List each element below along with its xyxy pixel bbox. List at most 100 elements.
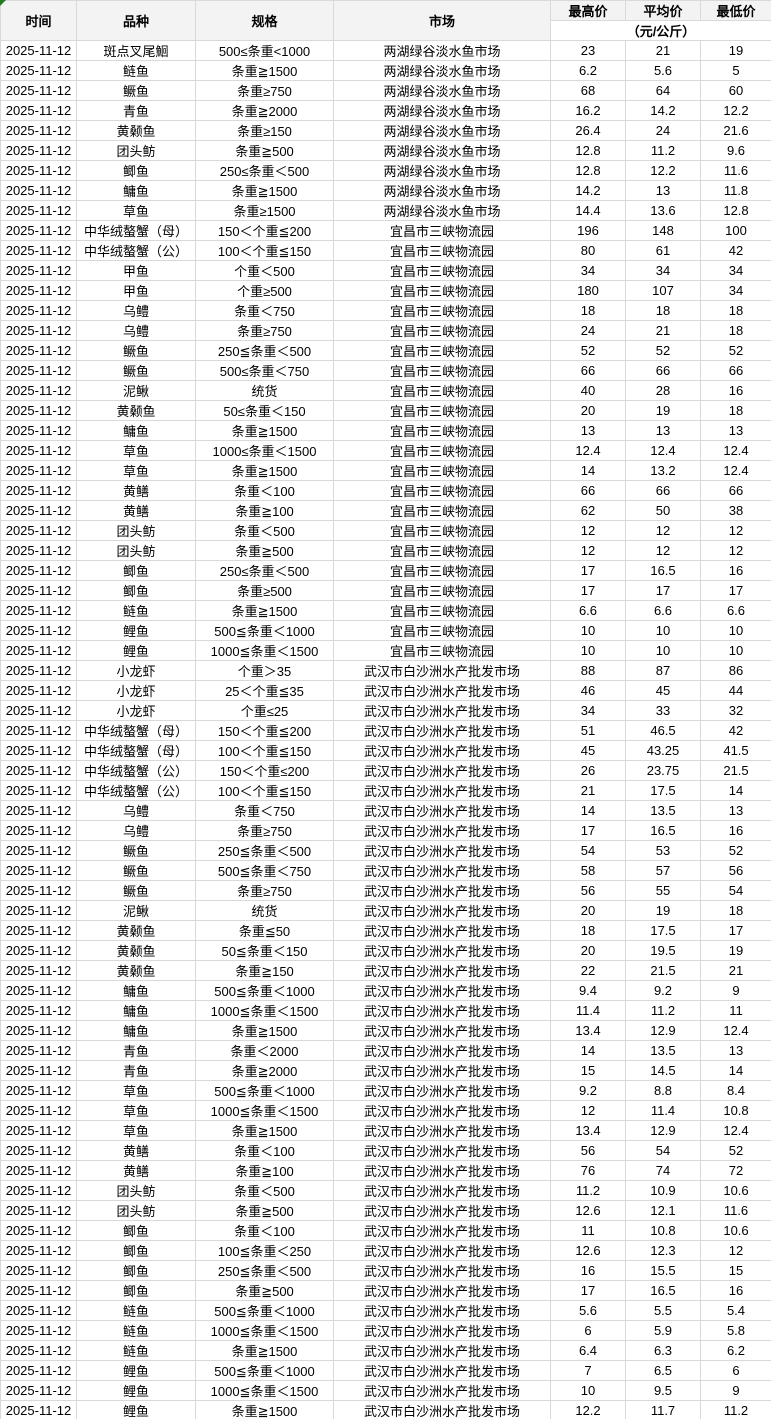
cell-date[interactable]: 2025-11-12 (0, 600, 77, 621)
cell-low[interactable]: 19 (700, 940, 771, 961)
cell-species[interactable]: 鳙鱼 (76, 420, 196, 441)
cell-high[interactable]: 10 (550, 640, 626, 661)
cell-species[interactable]: 鲢鱼 (76, 600, 196, 621)
cell-high[interactable]: 9.2 (550, 1080, 626, 1101)
cell-date[interactable]: 2025-11-12 (0, 1280, 77, 1301)
cell-avg[interactable]: 19 (625, 400, 701, 421)
cell-avg[interactable]: 107 (625, 280, 701, 301)
cell-spec[interactable]: 条重≧500 (195, 140, 334, 161)
cell-spec[interactable]: 条重≧2000 (195, 1060, 334, 1081)
cell-low[interactable]: 15 (700, 1260, 771, 1281)
cell-market[interactable]: 武汉市白沙洲水产批发市场 (333, 840, 551, 861)
cell-avg[interactable]: 19 (625, 900, 701, 921)
cell-high[interactable]: 15 (550, 1060, 626, 1081)
cell-low[interactable]: 9 (700, 980, 771, 1001)
cell-avg[interactable]: 10 (625, 640, 701, 661)
cell-low[interactable]: 66 (700, 360, 771, 381)
cell-avg[interactable]: 66 (625, 360, 701, 381)
cell-high[interactable]: 13.4 (550, 1120, 626, 1141)
cell-spec[interactable]: 个重≥500 (195, 280, 334, 301)
cell-avg[interactable]: 19.5 (625, 940, 701, 961)
cell-low[interactable]: 10.6 (700, 1180, 771, 1201)
cell-date[interactable]: 2025-11-12 (0, 60, 77, 81)
cell-low[interactable]: 100 (700, 220, 771, 241)
cell-species[interactable]: 鳜鱼 (76, 860, 196, 881)
cell-species[interactable]: 黄颡鱼 (76, 940, 196, 961)
cell-high[interactable]: 17 (550, 1280, 626, 1301)
cell-species[interactable]: 草鱼 (76, 1120, 196, 1141)
cell-market[interactable]: 武汉市白沙洲水产批发市场 (333, 1380, 551, 1401)
cell-species[interactable]: 鲫鱼 (76, 1220, 196, 1241)
cell-market[interactable]: 宜昌市三峡物流园 (333, 340, 551, 361)
cell-date[interactable]: 2025-11-12 (0, 1040, 77, 1061)
cell-market[interactable]: 宜昌市三峡物流园 (333, 320, 551, 341)
cell-low[interactable]: 9 (700, 1380, 771, 1401)
cell-date[interactable]: 2025-11-12 (0, 660, 77, 681)
cell-low[interactable]: 52 (700, 340, 771, 361)
cell-date[interactable]: 2025-11-12 (0, 980, 77, 1001)
cell-date[interactable]: 2025-11-12 (0, 100, 77, 121)
cell-spec[interactable]: 500≤条重<1000 (195, 40, 334, 61)
cell-market[interactable]: 武汉市白沙洲水产批发市场 (333, 1240, 551, 1261)
cell-spec[interactable]: 条重≥150 (195, 120, 334, 141)
cell-date[interactable]: 2025-11-12 (0, 340, 77, 361)
cell-market[interactable]: 宜昌市三峡物流园 (333, 500, 551, 521)
cell-market[interactable]: 宜昌市三峡物流园 (333, 560, 551, 581)
cell-high[interactable]: 14.4 (550, 200, 626, 221)
cell-species[interactable]: 鲢鱼 (76, 1320, 196, 1341)
cell-low[interactable]: 52 (700, 1140, 771, 1161)
cell-spec[interactable]: 1000≦条重＜1500 (195, 1380, 334, 1401)
cell-species[interactable]: 鲫鱼 (76, 580, 196, 601)
cell-spec[interactable]: 100＜个重≦150 (195, 780, 334, 801)
cell-species[interactable]: 鳜鱼 (76, 340, 196, 361)
cell-species[interactable]: 中华绒螯蟹（公） (76, 780, 196, 801)
cell-date[interactable]: 2025-11-12 (0, 1100, 77, 1121)
cell-high[interactable]: 14 (550, 800, 626, 821)
cell-market[interactable]: 武汉市白沙洲水产批发市场 (333, 1100, 551, 1121)
cell-spec[interactable]: 500≦条重＜1000 (195, 1300, 334, 1321)
cell-species[interactable]: 草鱼 (76, 200, 196, 221)
col-header-low[interactable]: 最低价 (700, 0, 771, 21)
cell-high[interactable]: 45 (550, 740, 626, 761)
cell-low[interactable]: 6.6 (700, 600, 771, 621)
cell-high[interactable]: 10 (550, 620, 626, 641)
cell-spec[interactable]: 条重≥750 (195, 320, 334, 341)
cell-species[interactable]: 乌鳢 (76, 300, 196, 321)
cell-low[interactable]: 34 (700, 260, 771, 281)
cell-high[interactable]: 68 (550, 80, 626, 101)
cell-low[interactable]: 12 (700, 520, 771, 541)
cell-low[interactable]: 16 (700, 560, 771, 581)
cell-high[interactable]: 17 (550, 820, 626, 841)
cell-avg[interactable]: 57 (625, 860, 701, 881)
cell-date[interactable]: 2025-11-12 (0, 400, 77, 421)
col-header-market[interactable]: 市场 (333, 0, 551, 41)
cell-species[interactable]: 甲鱼 (76, 260, 196, 281)
cell-low[interactable]: 52 (700, 840, 771, 861)
cell-date[interactable]: 2025-11-12 (0, 260, 77, 281)
cell-high[interactable]: 6.4 (550, 1340, 626, 1361)
cell-date[interactable]: 2025-11-12 (0, 900, 77, 921)
cell-low[interactable]: 42 (700, 720, 771, 741)
cell-market[interactable]: 武汉市白沙洲水产批发市场 (333, 700, 551, 721)
cell-market[interactable]: 宜昌市三峡物流园 (333, 400, 551, 421)
cell-avg[interactable]: 50 (625, 500, 701, 521)
cell-species[interactable]: 小龙虾 (76, 700, 196, 721)
cell-high[interactable]: 40 (550, 380, 626, 401)
cell-high[interactable]: 12.6 (550, 1240, 626, 1261)
cell-date[interactable]: 2025-11-12 (0, 1320, 77, 1341)
cell-market[interactable]: 武汉市白沙洲水产批发市场 (333, 820, 551, 841)
cell-high[interactable]: 16 (550, 1260, 626, 1281)
cell-high[interactable]: 11.2 (550, 1180, 626, 1201)
cell-species[interactable]: 鲤鱼 (76, 1360, 196, 1381)
cell-high[interactable]: 51 (550, 720, 626, 741)
cell-market[interactable]: 宜昌市三峡物流园 (333, 420, 551, 441)
cell-avg[interactable]: 54 (625, 1140, 701, 1161)
cell-low[interactable]: 5.4 (700, 1300, 771, 1321)
cell-low[interactable]: 11 (700, 1000, 771, 1021)
cell-date[interactable]: 2025-11-12 (0, 1380, 77, 1401)
cell-date[interactable]: 2025-11-12 (0, 960, 77, 981)
cell-date[interactable]: 2025-11-12 (0, 1360, 77, 1381)
cell-spec[interactable]: 250≤条重＜500 (195, 160, 334, 181)
cell-high[interactable]: 12 (550, 1100, 626, 1121)
cell-high[interactable]: 56 (550, 1140, 626, 1161)
